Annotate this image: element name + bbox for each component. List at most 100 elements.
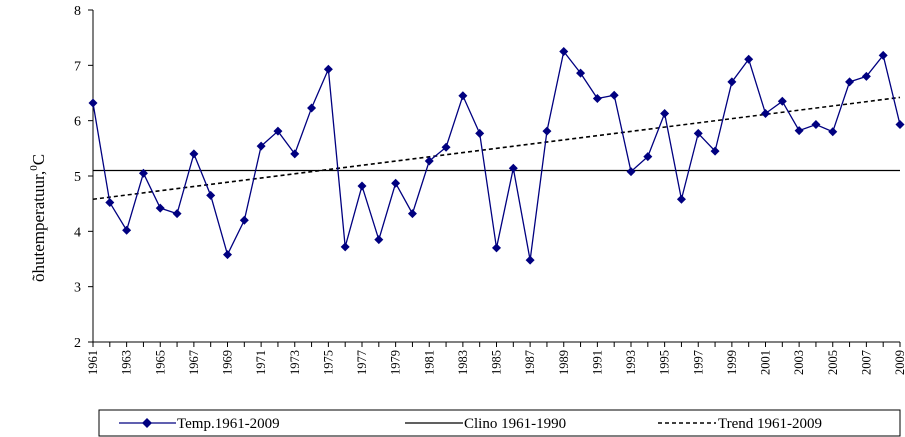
x-tick-label: 1989 xyxy=(557,350,571,375)
temp-point xyxy=(542,126,552,136)
x-tick-label: 1979 xyxy=(389,350,403,375)
temp-point xyxy=(155,203,165,213)
temp-point xyxy=(660,108,670,118)
x-tick-label: 1983 xyxy=(456,350,470,375)
temp-point xyxy=(794,126,804,136)
x-tick-label: 1991 xyxy=(590,350,604,375)
temp-point xyxy=(256,141,266,151)
temp-series xyxy=(88,47,905,265)
x-tick-label: 1973 xyxy=(288,350,302,375)
temp-point xyxy=(307,103,317,113)
y-tick-label: 2 xyxy=(74,336,81,351)
temp-point xyxy=(676,194,686,204)
x-tick-label: 2005 xyxy=(826,350,840,375)
y-axis-label-unit: C xyxy=(29,154,48,165)
temp-point xyxy=(424,156,434,166)
temp-point xyxy=(508,163,518,173)
trend-series xyxy=(92,96,901,201)
y-tick-label: 7 xyxy=(74,59,81,74)
temp-line xyxy=(92,49,901,261)
temp-point xyxy=(206,190,216,200)
y-axis-label-main: õhutemperatuur, xyxy=(29,171,48,282)
temp-point xyxy=(391,178,401,188)
temp-point xyxy=(223,250,232,260)
x-tick-label: 2003 xyxy=(792,350,806,375)
temp-point xyxy=(559,47,569,56)
temp-point xyxy=(811,120,821,130)
temp-point xyxy=(407,209,417,219)
legend-label-clino: Clino 1961-1990 xyxy=(464,416,566,432)
legend-label-temp: Temp.1961-2009 xyxy=(177,416,280,432)
temp-point xyxy=(290,149,300,159)
temp-point xyxy=(357,181,367,191)
temp-point xyxy=(878,50,888,60)
temp-point xyxy=(761,108,770,118)
x-tick-label: 1987 xyxy=(523,350,537,375)
temp-point xyxy=(643,152,653,162)
temp-point xyxy=(525,255,535,265)
x-tick-label: 1969 xyxy=(221,350,235,375)
legend-marker-temp xyxy=(142,418,152,428)
y-tick-label: 8 xyxy=(74,4,81,19)
temp-point xyxy=(88,98,98,108)
temp-point xyxy=(172,209,182,219)
x-tick-label: 1965 xyxy=(153,350,167,375)
temp-point xyxy=(138,168,148,178)
temp-point xyxy=(576,68,586,78)
temp-point xyxy=(744,54,754,64)
legend: Temp.1961-2009 Clino 1961-1990 Trend 196… xyxy=(98,409,901,437)
y-tick-label: 6 xyxy=(74,115,81,130)
temp-point xyxy=(475,128,485,138)
temp-point xyxy=(609,90,619,100)
y-axis-label: õhutemperatuur,0C xyxy=(28,154,48,282)
temp-point xyxy=(441,142,451,152)
y-axis-label-sup: 0 xyxy=(28,165,40,171)
legend-label-trend: Trend 1961-2009 xyxy=(718,416,822,432)
temp-point xyxy=(693,128,703,138)
y-tick-label: 4 xyxy=(74,225,81,240)
y-tick-label: 5 xyxy=(74,170,81,185)
temp-point xyxy=(458,91,468,101)
temp-point xyxy=(340,242,350,252)
legend-item-temp: Temp.1961-2009 xyxy=(119,416,280,432)
x-tick-label: 1975 xyxy=(321,350,335,375)
x-tick-label: 1993 xyxy=(624,350,638,375)
x-tick-label: 1967 xyxy=(187,350,201,375)
x-tick-label: 1995 xyxy=(658,350,672,375)
temp-point xyxy=(374,235,384,245)
x-tick-label: 1997 xyxy=(691,350,705,375)
temp-point xyxy=(828,127,838,137)
temp-point xyxy=(323,64,333,74)
temp-point xyxy=(273,126,283,136)
legend-item-clino: Clino 1961-1990 xyxy=(405,416,566,432)
temp-point xyxy=(122,225,132,235)
x-tick-label: 2007 xyxy=(859,350,873,375)
trend-line xyxy=(92,96,901,201)
x-tick-label: 1961 xyxy=(86,350,100,375)
temp-point xyxy=(895,120,905,130)
x-tick-label: 1999 xyxy=(725,350,739,375)
x-tick-label: 1963 xyxy=(120,350,134,375)
temp-point xyxy=(105,198,115,208)
x-tick-label: 1985 xyxy=(490,350,504,375)
legend-box xyxy=(98,409,901,437)
temp-point xyxy=(777,96,787,106)
y-axis: 2 3 4 5 6 7 8 xyxy=(74,4,94,351)
temp-point xyxy=(626,167,636,177)
temp-point xyxy=(592,94,602,104)
temp-point xyxy=(710,146,720,156)
x-tick-label: 1971 xyxy=(254,350,268,375)
temp-point xyxy=(492,243,501,253)
temp-point xyxy=(861,71,871,81)
y-tick-label: 3 xyxy=(74,281,81,296)
x-tick-label: 1977 xyxy=(355,350,369,375)
temp-point xyxy=(727,77,737,87)
x-tick-label: 2001 xyxy=(759,350,773,375)
x-tick-label: 2009 xyxy=(893,350,905,375)
temp-point xyxy=(239,215,249,225)
x-axis: 1961 1963 1965 1967 1969 1971 1973 1975 1977 1979… xyxy=(86,341,905,375)
x-tick-label: 1981 xyxy=(422,350,436,375)
temp-point xyxy=(845,77,855,87)
temp-point xyxy=(189,149,199,159)
